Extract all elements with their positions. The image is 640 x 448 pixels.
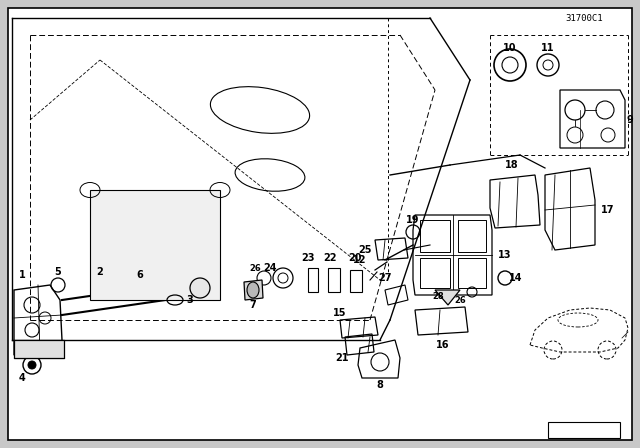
Text: 15: 15: [333, 308, 347, 318]
Text: 20: 20: [348, 253, 362, 263]
Polygon shape: [244, 280, 263, 300]
Bar: [548, 422, 620, 438]
Text: 4: 4: [19, 373, 26, 383]
Text: 13: 13: [499, 250, 512, 260]
Text: 28: 28: [432, 292, 444, 301]
Text: 21: 21: [335, 353, 349, 363]
Bar: [90, 190, 220, 300]
Text: 23: 23: [301, 253, 315, 263]
Text: 19: 19: [406, 215, 420, 225]
Bar: [458, 220, 486, 252]
Text: 27: 27: [378, 273, 392, 283]
Bar: [308, 268, 318, 292]
Bar: [420, 220, 450, 252]
Text: 24: 24: [263, 263, 276, 273]
Text: 18: 18: [505, 160, 519, 170]
Text: 7: 7: [250, 300, 257, 310]
Text: 26: 26: [454, 296, 466, 305]
Text: 3: 3: [187, 295, 193, 305]
Circle shape: [190, 278, 210, 298]
Bar: [14, 340, 64, 358]
Polygon shape: [435, 290, 460, 305]
Text: 22: 22: [323, 253, 337, 263]
Ellipse shape: [247, 282, 259, 298]
Text: 17: 17: [601, 205, 615, 215]
Text: 10: 10: [503, 43, 516, 53]
Text: 1: 1: [19, 270, 26, 280]
Text: 5: 5: [54, 267, 61, 277]
Text: 16: 16: [436, 340, 450, 350]
Bar: [328, 268, 340, 292]
Bar: [458, 258, 486, 288]
Bar: [420, 258, 450, 288]
Text: 2: 2: [97, 267, 104, 277]
Circle shape: [28, 361, 36, 369]
Text: 9: 9: [627, 115, 634, 125]
Text: 31700C1: 31700C1: [565, 13, 603, 22]
Text: 6: 6: [136, 270, 143, 280]
Text: 14: 14: [509, 273, 523, 283]
Text: 25: 25: [358, 245, 372, 255]
Text: 12: 12: [353, 255, 367, 265]
Text: 11: 11: [541, 43, 555, 53]
Text: 26: 26: [249, 263, 261, 272]
Text: 8: 8: [376, 380, 383, 390]
Bar: [350, 270, 362, 292]
